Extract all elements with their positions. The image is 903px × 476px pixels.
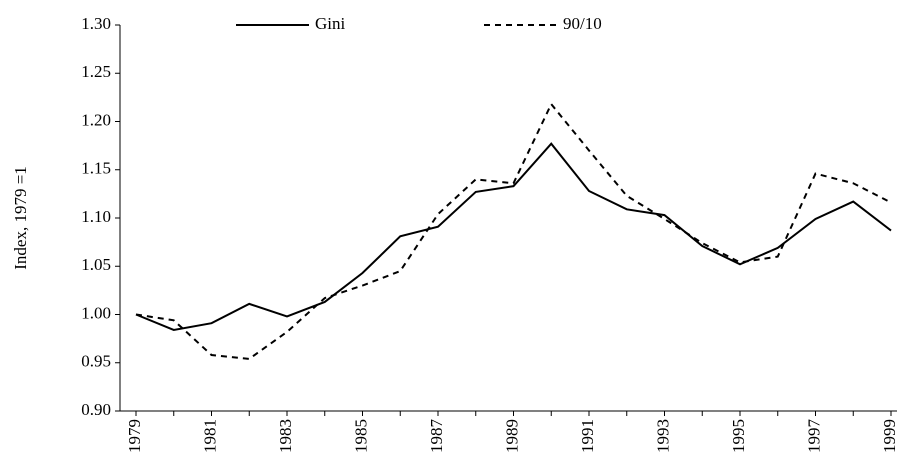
- y-axis-label: Index, 1979 =1: [11, 166, 30, 270]
- x-tick-label: 1987: [427, 419, 446, 454]
- y-tick-label: 1.10: [81, 207, 111, 226]
- y-tick-label: 1.25: [81, 62, 111, 81]
- x-tick-label: 1991: [578, 419, 597, 453]
- legend-label: 90/10: [563, 14, 602, 33]
- y-tick-label: 1.20: [81, 110, 111, 129]
- y-tick-label: 1.15: [81, 159, 111, 178]
- x-tick-label: 1981: [200, 419, 219, 453]
- x-tick-label: 1995: [729, 419, 748, 453]
- x-tick-label: 1989: [502, 419, 521, 453]
- y-tick-label: 1.05: [81, 255, 111, 274]
- series-line: [135, 142, 892, 331]
- x-tick-label: 1983: [276, 419, 295, 453]
- y-tick-label: 0.90: [81, 400, 111, 419]
- x-tick-label: 1993: [653, 419, 672, 453]
- x-tick-label: 1997: [804, 419, 823, 454]
- y-tick-label: 0.95: [81, 352, 111, 371]
- x-tick-label: 1979: [125, 419, 144, 453]
- y-tick-label: 1.30: [81, 14, 111, 33]
- x-tick-label: 1999: [880, 419, 899, 453]
- x-tick-label: 1985: [351, 419, 370, 453]
- legend-label: Gini: [315, 14, 346, 33]
- y-tick-label: 1.00: [81, 303, 111, 322]
- series-line: [135, 102, 892, 360]
